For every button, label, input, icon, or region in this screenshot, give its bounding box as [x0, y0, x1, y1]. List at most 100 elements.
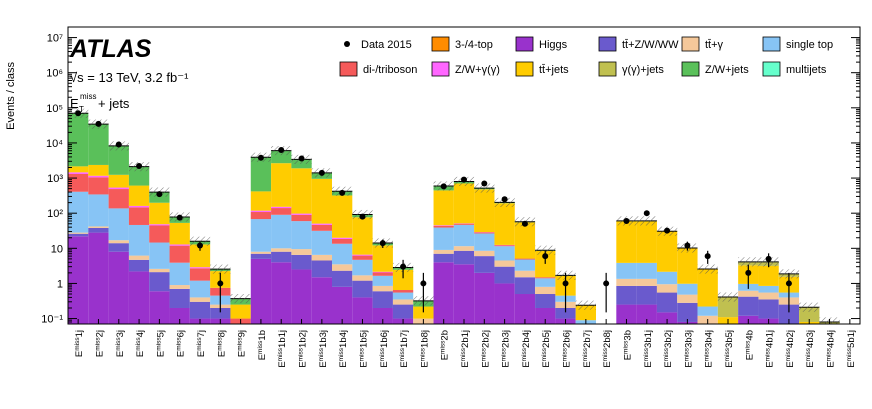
- bar-2b1j-tt-z-w-ww: [453, 250, 475, 265]
- bar-5j-tt-jets: [149, 202, 170, 225]
- bar-2b2j-tt: [474, 250, 495, 257]
- legend-item-tt: tt̄+γ: [681, 36, 724, 52]
- bar-4b2j-tt-z-w-ww: [778, 304, 800, 324]
- bar-8j-tt-z-w-ww: [210, 307, 231, 319]
- bar-2b5j-tt-z-w-ww: [535, 294, 556, 308]
- bar-1j-single-top: [68, 191, 89, 233]
- bar-1b2j-tt-z-w-ww: [291, 254, 312, 270]
- bar-1b2j-single-top: [291, 221, 312, 250]
- x-tick-label-text: Emiss4j: [135, 330, 146, 357]
- bar-3j-tt-jets: [108, 174, 129, 188]
- x-tick-label-miss: miss: [460, 347, 467, 361]
- x-tick-label-miss: miss: [744, 340, 751, 354]
- y-tick-label: 10⁷: [47, 33, 63, 45]
- bar-3j-tt: [108, 240, 129, 244]
- bar-1b-tt-jets: [250, 191, 272, 211]
- bar-1b4j-di-triboson: [332, 238, 353, 244]
- bar-1b3j-di-triboson: [311, 224, 332, 231]
- x-tick-label-text: Emiss9j: [237, 330, 248, 357]
- data-point-3b2j: [664, 227, 671, 234]
- bar-1b-tt-z-w-ww: [250, 253, 272, 259]
- x-tick-label-text: Emiss1b8j: [419, 330, 430, 368]
- bar-2b4j-single-top: [514, 259, 536, 271]
- bar-7j-single-top: [189, 280, 211, 298]
- x-tick-label: Emiss2b7j: [582, 330, 593, 368]
- bar-1b3j-tt: [311, 254, 332, 261]
- bar-1b2j-z-w: [291, 213, 312, 215]
- bar-3b-tt-jets: [616, 221, 637, 263]
- bar-1b7j-single-top: [392, 292, 414, 300]
- x-tick-label-category: 8j: [216, 330, 227, 337]
- bar-1b2j-tt-jets: [291, 168, 312, 214]
- x-tick-label-text: Emiss1b: [257, 330, 268, 360]
- data-point-1b4j: [339, 189, 346, 196]
- x-tick-label-e: E: [622, 354, 633, 360]
- x-tick-label: Emiss2b6j: [562, 330, 573, 368]
- bar-1b7j-di-triboson: [392, 290, 414, 293]
- bar-6j-tt-z-w-ww: [169, 288, 190, 308]
- legend-label: multijets: [786, 64, 827, 76]
- bar-1b3j-z-w: [311, 223, 332, 225]
- x-tick-label: Emiss3b5j: [724, 330, 735, 368]
- x-tick-label-e: E: [785, 361, 796, 367]
- x-tick-label: Emiss2b1j: [460, 330, 471, 368]
- bar-2b3j-tt-z-w-ww: [494, 266, 515, 284]
- x-tick-label-category: 4j: [135, 330, 146, 337]
- data-point-2b2j: [481, 180, 488, 187]
- bar-2j-tt-jets: [88, 164, 109, 176]
- data-point-3b1j: [643, 210, 650, 217]
- x-tick-label-category: 4b2j: [785, 330, 796, 348]
- x-tick-label-text: Emiss3b4j: [704, 330, 715, 368]
- x-tick-label-e: E: [318, 361, 329, 367]
- data-point-1j: [75, 110, 82, 117]
- legend-item-higgs: Higgs: [515, 36, 568, 52]
- x-tick-label-miss: miss: [135, 337, 142, 351]
- bar-4j-z-w: [128, 205, 150, 208]
- x-tick-label-category: 1b7j: [399, 330, 410, 348]
- bar-2b3j-single-top: [494, 246, 515, 261]
- x-tick-label-miss: miss: [419, 347, 426, 361]
- x-tick-label-category: 4b: [744, 330, 755, 341]
- bar-6j-single-top: [169, 262, 190, 286]
- x-tick-label: Emiss4b3j: [805, 330, 816, 368]
- x-tick-label-e: E: [237, 351, 248, 357]
- legend-swatch-single-top: [762, 36, 781, 52]
- data-point-2b6j: [562, 280, 569, 287]
- x-tick-label: Emiss5j: [155, 330, 166, 357]
- bar-1b5j-tt-z-w-ww: [352, 280, 373, 298]
- bar-1j-z-w-jets: [68, 113, 89, 167]
- x-tick-label-text: Emiss2b4j: [521, 330, 532, 368]
- bar-1b6j-single-top: [372, 275, 393, 286]
- x-tick-label-category: 1b: [257, 330, 268, 341]
- x-tick-label-e: E: [562, 361, 573, 367]
- x-tick-label-category: 4b3j: [805, 330, 816, 348]
- data-point-4b2j: [785, 280, 792, 287]
- x-tick-label-miss: miss: [602, 347, 609, 361]
- y-tick-label: 10²: [47, 208, 63, 220]
- bar-3b-single-top: [616, 262, 637, 279]
- selection-label-e: E: [70, 96, 79, 111]
- legend-swatch-tt-jets: [515, 61, 534, 77]
- bar-1b1j-higgs: [271, 262, 292, 324]
- bar-1b5j-di-triboson: [352, 255, 373, 260]
- x-tick-label-category: 3b2j: [663, 330, 674, 348]
- bar-1b7j-tt-z-w-ww: [392, 304, 414, 319]
- x-tick-label-miss: miss: [216, 337, 223, 351]
- uncertainty-3b5j: [717, 292, 739, 302]
- bar-9j-tt-jets: [230, 304, 251, 319]
- bar-4j-di-triboson: [128, 207, 150, 225]
- x-tick-label: Emiss4b: [744, 330, 755, 360]
- selection-label-jets: + jets: [98, 96, 130, 111]
- x-tick-label-miss: miss: [440, 340, 447, 354]
- bar-2b2j-tt-z-w-ww: [474, 256, 495, 273]
- x-tick-label-text: Emiss3b3j: [683, 330, 694, 368]
- x-tick-label-miss: miss: [704, 347, 711, 361]
- bar-6j-higgs: [169, 307, 190, 324]
- y-tick-label: 10: [51, 243, 63, 255]
- bar-1b6j-tt-jets: [372, 245, 393, 272]
- x-tick-label: Emiss4b4j: [826, 330, 837, 368]
- x-tick-label-category: 4b4j: [826, 330, 837, 348]
- bar-3j-di-triboson: [108, 189, 129, 209]
- uncertainty-3b4j: [697, 264, 718, 274]
